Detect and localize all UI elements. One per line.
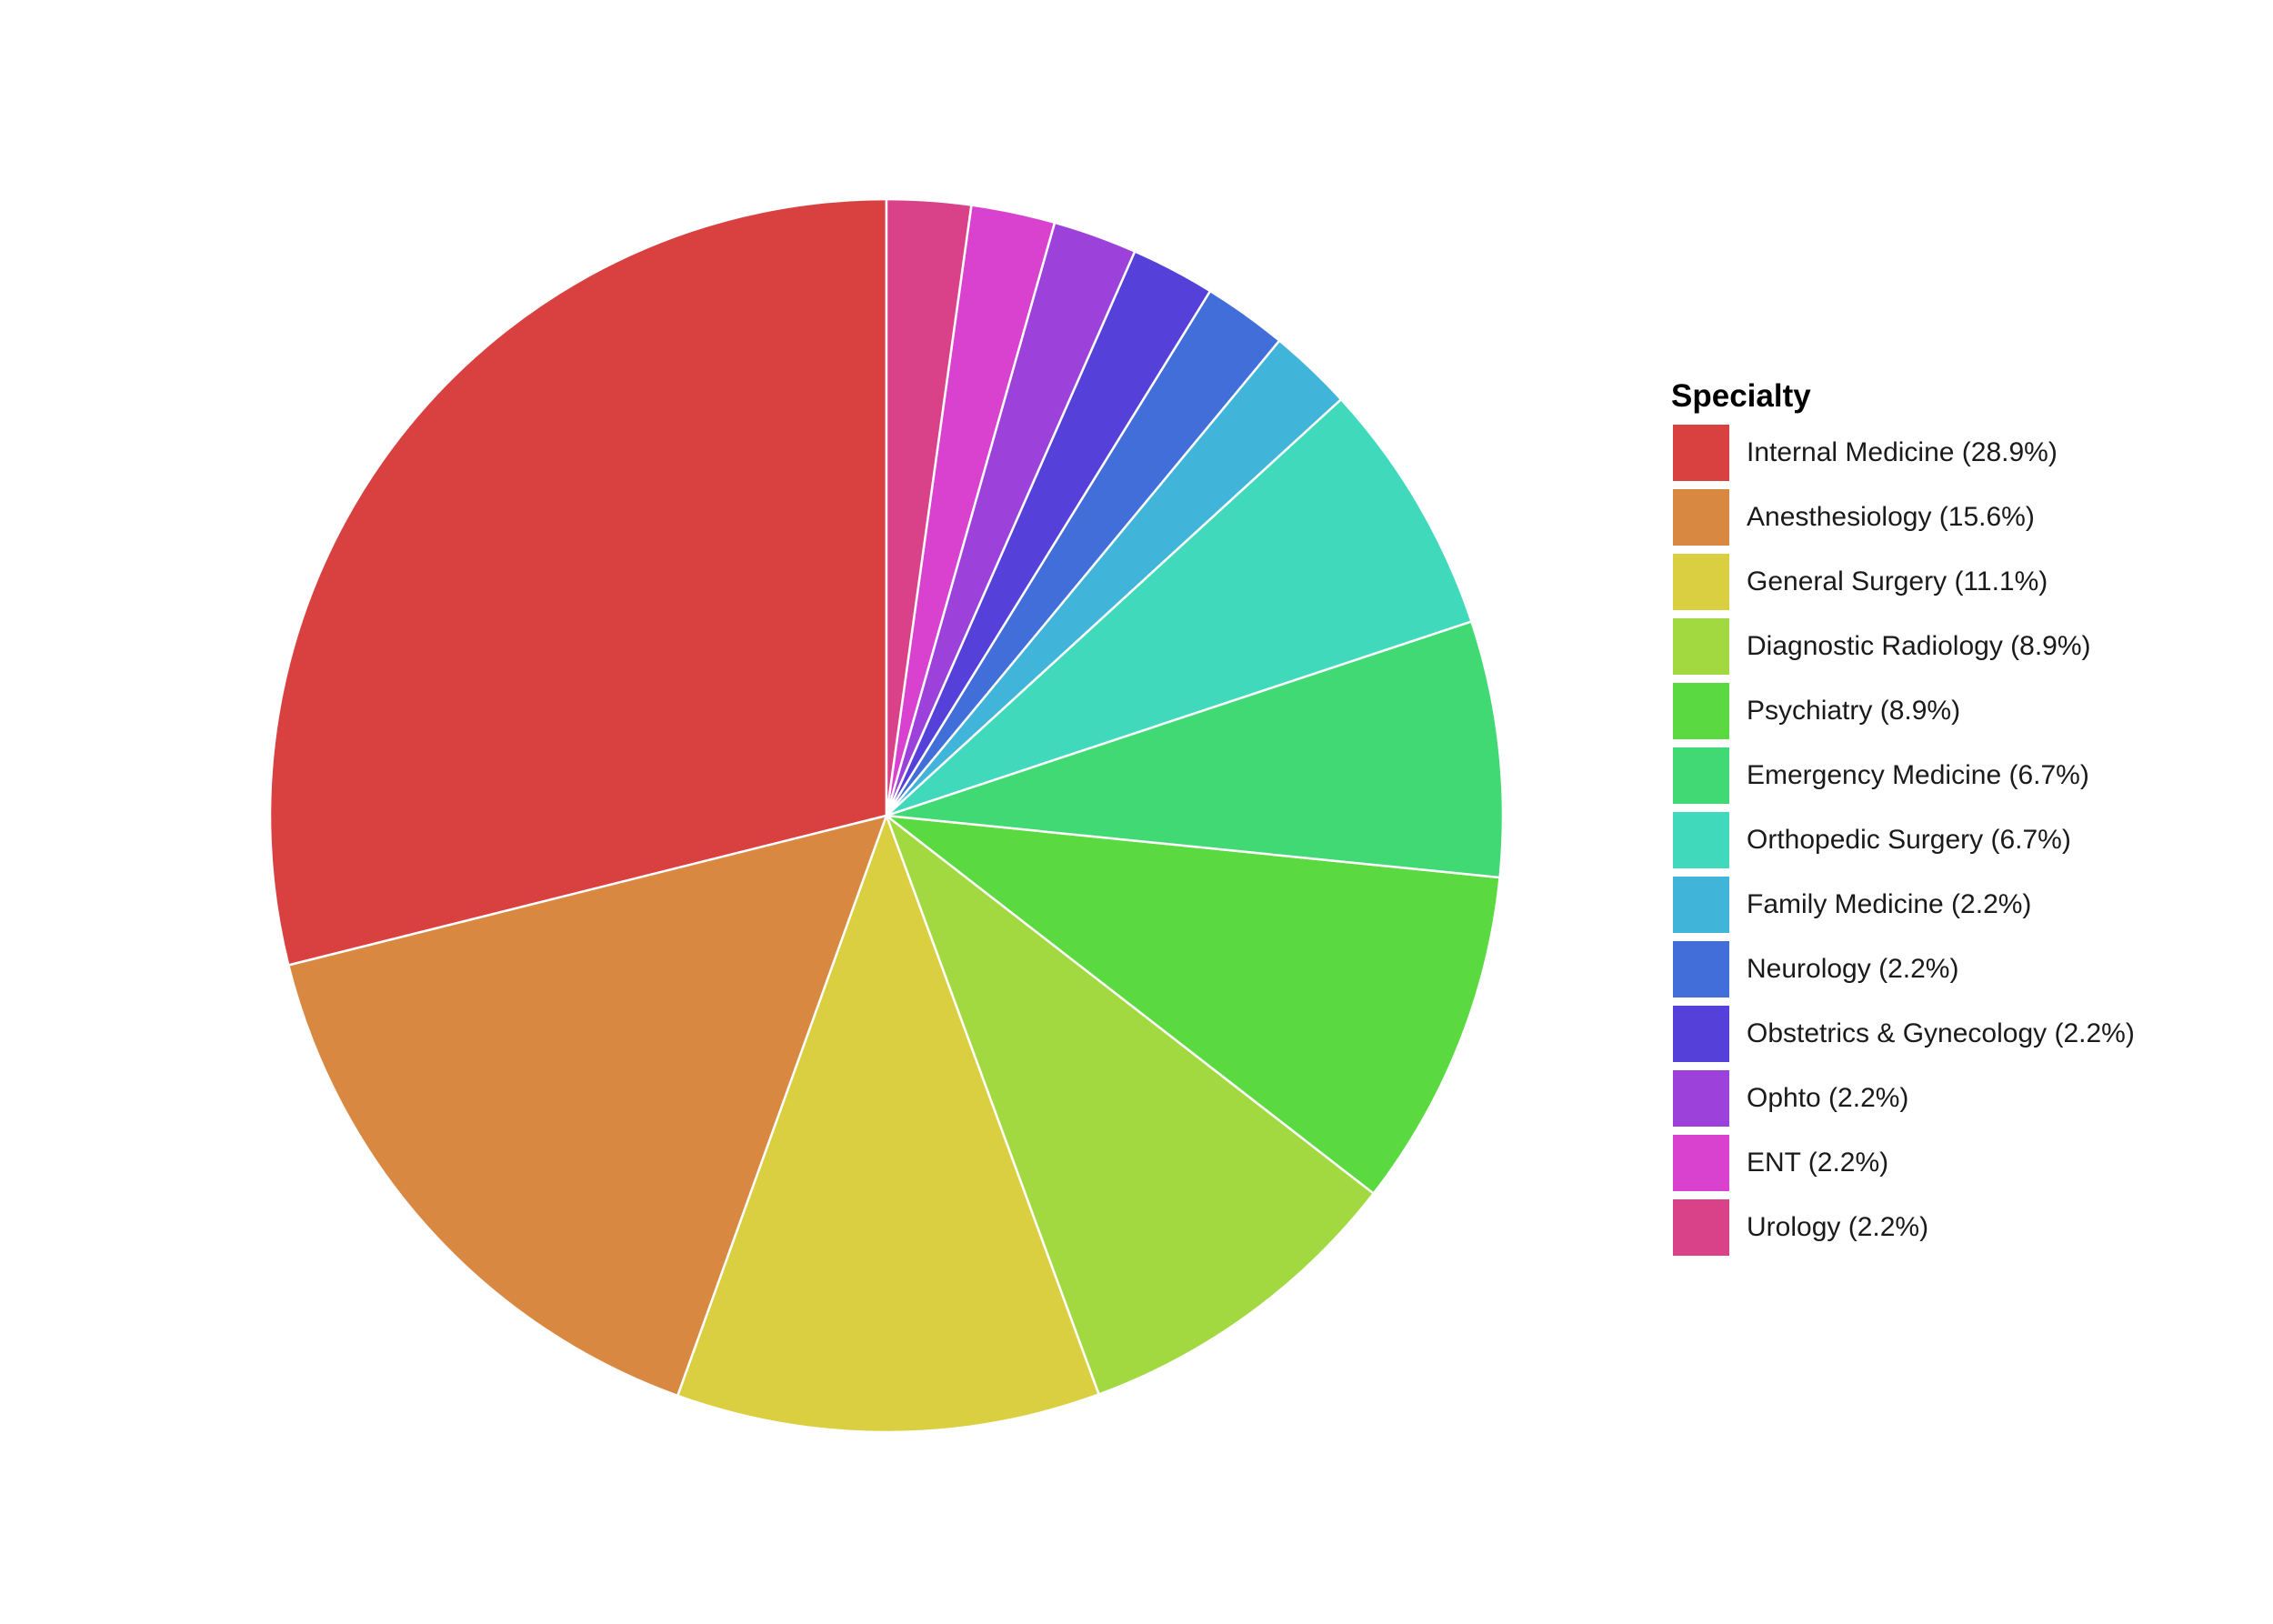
legend-key-swatch (1671, 874, 1731, 935)
legend-item-ent: ENT (2.2%) (1671, 1130, 2135, 1195)
legend-item-general-surgery: General Surgery (11.1%) (1671, 549, 2135, 614)
legend-label: Neurology (2.2%) (1747, 953, 1959, 984)
pie-slice-emergency-medicine (885, 620, 1505, 879)
legend-label: ENT (2.2%) (1747, 1147, 1889, 1178)
pie-slice-psychiatry (885, 814, 1501, 1195)
legend-item-urology: Urology (2.2%) (1671, 1195, 2135, 1259)
legend-label: Obstetrics & Gynecology (2.2%) (1747, 1018, 2135, 1048)
pie-slice-general-surgery (676, 814, 1100, 1434)
legend-key-swatch (1671, 938, 1731, 999)
legend-label: Internal Medicine (28.9%) (1747, 436, 2058, 467)
legend-key-swatch (1671, 1068, 1731, 1128)
pie-slice-diagnostic-radiology (885, 814, 1375, 1396)
legend-item-obstetrics-and-gynecology: Obstetrics & Gynecology (2.2%) (1671, 1001, 2135, 1066)
legend-label: General Surgery (11.1%) (1747, 566, 2048, 596)
pie-slice-orthopedic-surgery (885, 397, 1473, 817)
legend-label: Anesthesiology (15.6%) (1747, 501, 2035, 532)
legend-key-swatch (1671, 486, 1731, 547)
legend-key-swatch (1671, 1197, 1731, 1258)
pie-slice-anesthesiology (287, 814, 888, 1398)
legend-label: Urology (2.2%) (1747, 1211, 1929, 1242)
pie-slice-internal-medicine (268, 197, 888, 967)
legend-key-swatch (1671, 551, 1731, 612)
legend-label: Orthopedic Surgery (6.7%) (1747, 824, 2071, 855)
legend-title: Specialty (1671, 378, 1811, 414)
legend-item-diagnostic-radiology: Diagnostic Radiology (8.9%) (1671, 614, 2135, 678)
legend: Specialty Internal Medicine (28.9%) Anest… (1671, 373, 2135, 1259)
legend-label: Ophto (2.2%) (1747, 1082, 1909, 1113)
legend-label: Psychiatry (8.9%) (1747, 695, 1961, 726)
legend-key-swatch (1671, 745, 1731, 806)
legend-item-psychiatry: Psychiatry (8.9%) (1671, 678, 2135, 743)
legend-key-swatch (1671, 616, 1731, 677)
legend-key-swatch (1671, 680, 1731, 741)
legend-label: Family Medicine (2.2%) (1747, 888, 2032, 919)
legend-item-emergency-medicine: Emergency Medicine (6.7%) (1671, 743, 2135, 807)
legend-item-internal-medicine: Internal Medicine (28.9%) (1671, 420, 2135, 485)
legend-item-ophto: Ophto (2.2%) (1671, 1066, 2135, 1130)
legend-item-orthopedic-surgery: Orthopedic Surgery (6.7%) (1671, 807, 2135, 872)
legend-item-anesthesiology: Anesthesiology (15.6%) (1671, 485, 2135, 549)
legend-label: Emergency Medicine (6.7%) (1747, 759, 2089, 790)
legend-label: Diagnostic Radiology (8.9%) (1747, 630, 2091, 661)
pie-slice-urology (885, 197, 973, 817)
legend-key-swatch (1671, 422, 1731, 483)
legend-items: Internal Medicine (28.9%) Anesthesiology … (1671, 420, 2135, 1259)
legend-key-swatch (1671, 1132, 1731, 1193)
legend-item-neurology: Neurology (2.2%) (1671, 937, 2135, 1001)
legend-item-family-medicine: Family Medicine (2.2%) (1671, 872, 2135, 937)
legend-key-swatch (1671, 1003, 1731, 1064)
legend-key-swatch (1671, 809, 1731, 870)
